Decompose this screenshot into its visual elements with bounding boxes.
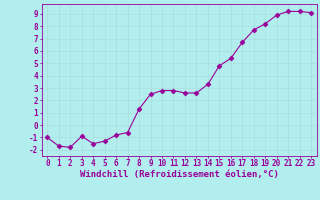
X-axis label: Windchill (Refroidissement éolien,°C): Windchill (Refroidissement éolien,°C) <box>80 170 279 179</box>
